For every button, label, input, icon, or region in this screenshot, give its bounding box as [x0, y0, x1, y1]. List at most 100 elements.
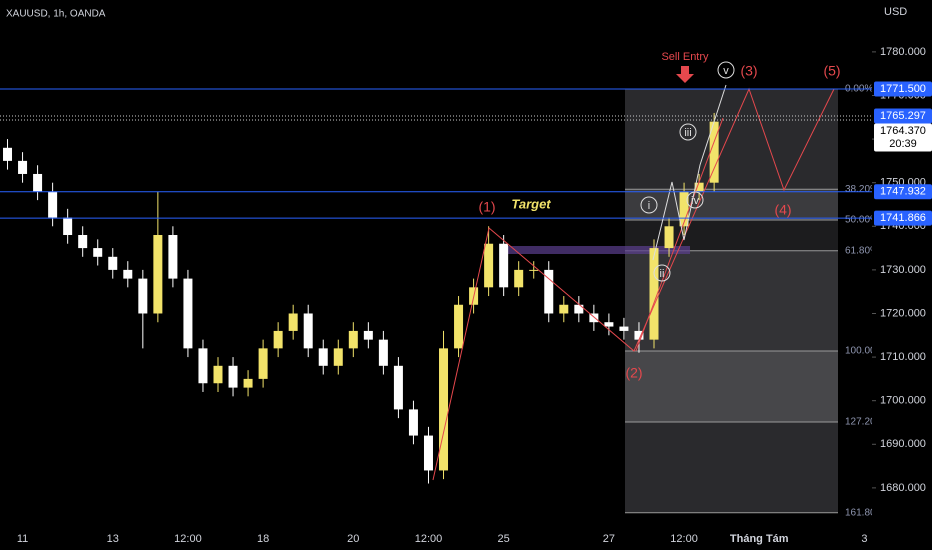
candle-body: [243, 378, 253, 388]
wave-label: (4): [774, 202, 791, 218]
candle-body: [439, 348, 449, 471]
currency-label: USD: [884, 6, 907, 18]
fib-zone: [625, 422, 838, 513]
candle-body: [574, 304, 584, 314]
candle-body: [333, 348, 343, 366]
fib-zone: [625, 189, 838, 220]
candle-body: [544, 269, 554, 314]
sub-wave-label: v: [723, 65, 729, 77]
candle-body: [63, 217, 73, 236]
candle-body: [33, 173, 43, 192]
y-tick-label: 1720.000: [880, 307, 926, 319]
candle-body: [183, 278, 193, 349]
current-price-box: [874, 123, 932, 152]
price-lines: [0, 88, 872, 219]
y-tick-label: 1690.000: [880, 438, 926, 450]
x-tick-label: Tháng Tám: [730, 533, 789, 545]
fib-label: 161.80%: [845, 507, 885, 518]
candle-body: [649, 248, 659, 340]
candle-body: [619, 326, 629, 331]
candle-body: [108, 256, 118, 270]
price-box: [874, 108, 932, 124]
wave-line: [432, 87, 835, 481]
price-box: [874, 81, 932, 97]
price-label: 1747.932: [880, 186, 926, 198]
sub-wave-label: iii: [684, 127, 691, 139]
countdown: 20:39: [889, 138, 917, 150]
axes: 11 13 12:00 18 20 12:00 25 27 12:00 Tháng Tám 3 168…: [17, 46, 932, 545]
x-tick-label: 20: [347, 533, 359, 545]
wave-label: (2): [625, 365, 642, 381]
price-label: 1765.297: [880, 110, 926, 122]
wave-label: (3): [740, 63, 757, 79]
candle-body: [213, 365, 223, 384]
sell-arrow: [676, 66, 694, 83]
candle-body: [363, 330, 373, 340]
x-tick-label: 13: [107, 533, 119, 545]
fib-zone: [625, 350, 838, 423]
circle: [653, 264, 671, 282]
x-tick-label: 25: [498, 533, 510, 545]
circle: [686, 191, 704, 209]
x-tick-label: 3: [861, 533, 867, 545]
candle-body: [273, 330, 283, 349]
candle-body: [138, 278, 148, 314]
x-tick-label: 27: [603, 533, 615, 545]
fib-label: 50.00%: [845, 215, 879, 226]
sub-wave-label: i: [648, 200, 650, 212]
fib-box: 0.00%38.20%50.00%61.80%100.00%127.20%161…: [625, 84, 885, 518]
candles: [3, 112, 719, 484]
candle-body: [93, 248, 103, 257]
y-tick-label: 1710.000: [880, 351, 926, 363]
fib-label: 127.20%: [845, 417, 885, 428]
x-tick-label: 12:00: [415, 533, 443, 545]
candle-body: [679, 191, 689, 227]
wave-label: (5): [823, 63, 840, 79]
circle: [640, 196, 658, 214]
fib-zone: [625, 88, 838, 190]
candle-body: [168, 235, 178, 279]
fib-zone: [625, 219, 838, 251]
x-tick-label: 18: [257, 533, 269, 545]
circle: [717, 61, 735, 79]
y-tick-label: 1700.000: [880, 395, 926, 407]
candle-body: [408, 409, 418, 436]
candle-body: [198, 348, 208, 384]
target-label: Target: [511, 196, 551, 211]
candle-body: [484, 243, 494, 288]
price-label: 1741.866: [880, 212, 926, 224]
candle-body: [514, 269, 524, 288]
candle-body: [664, 226, 674, 249]
candle-body: [499, 243, 509, 288]
candle-body: [634, 330, 644, 340]
candle-body: [78, 235, 88, 249]
candle-body: [378, 339, 388, 366]
y-tick-label: 1680.000: [880, 482, 926, 494]
price-box: [874, 210, 932, 226]
candle-body: [454, 304, 464, 349]
price-box: [874, 184, 932, 200]
candle-body: [318, 348, 328, 366]
x-tick-label: 11: [17, 533, 28, 545]
sub-wave-label: ii: [660, 268, 665, 280]
fib-zone: [625, 250, 838, 351]
wave-label: (1): [478, 199, 495, 215]
candle-body: [559, 304, 569, 314]
candle-body: [258, 348, 268, 379]
candle-body: [153, 235, 163, 314]
fib-label: 100.00%: [845, 346, 885, 357]
fib-label: 61.80%: [845, 245, 879, 256]
zone: [500, 246, 690, 254]
candle-body: [48, 191, 58, 218]
candle-body: [3, 147, 13, 161]
candle-body: [123, 269, 133, 279]
channel-line: [635, 117, 724, 352]
candle-body: [694, 182, 704, 192]
candle-body: [18, 160, 28, 174]
x-tick-label: 12:00: [174, 533, 202, 545]
y-tick-label: 1730.000: [880, 264, 926, 276]
candle-body: [288, 313, 298, 331]
y-tick-label: 1780.000: [880, 46, 926, 58]
candle-body: [709, 121, 719, 183]
